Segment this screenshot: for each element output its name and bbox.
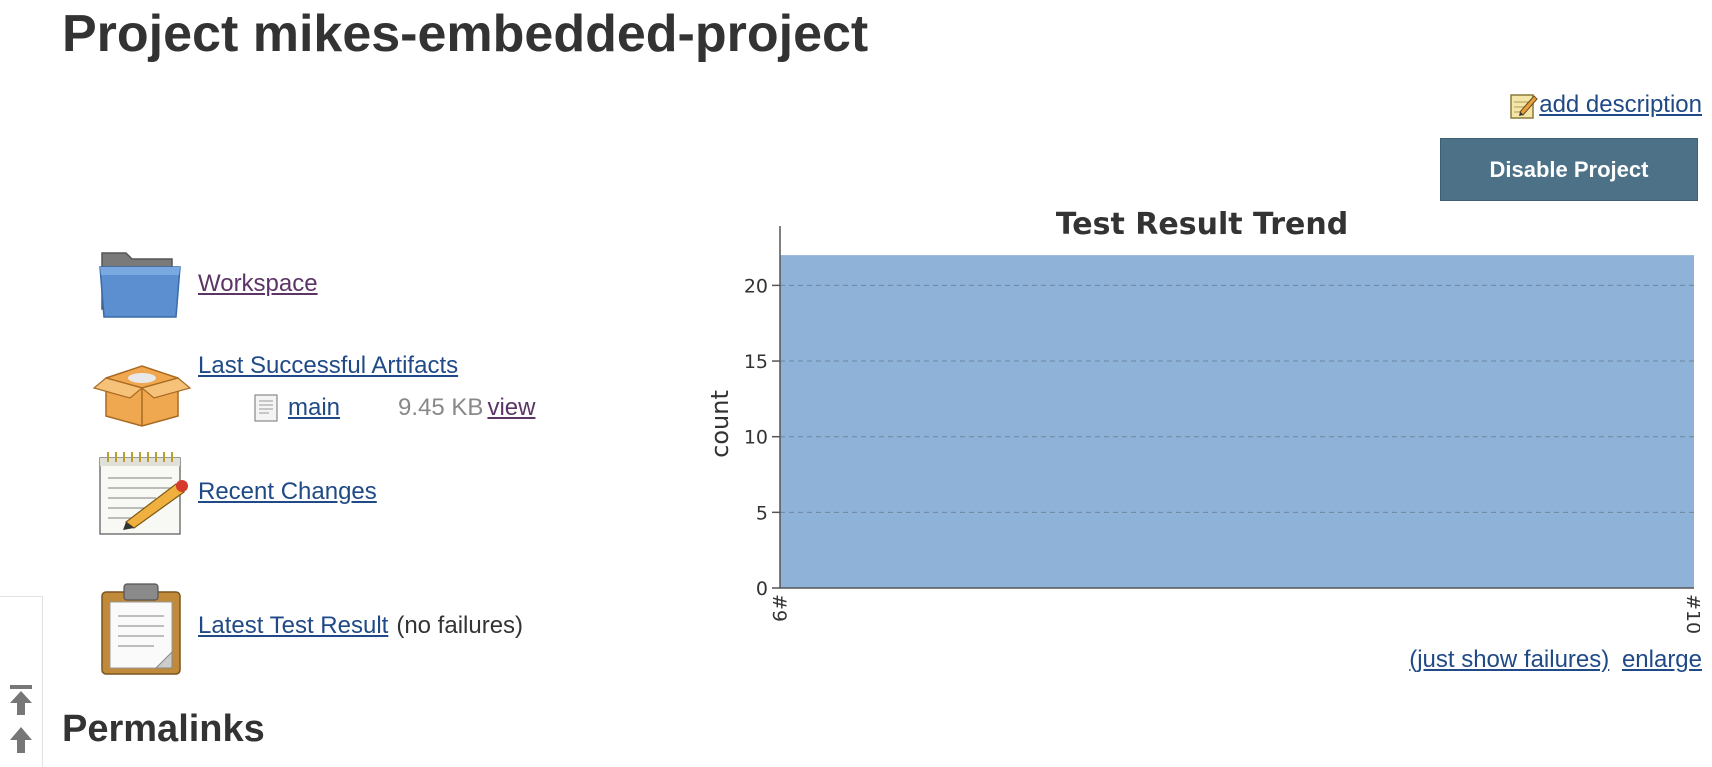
chart-title: Test Result Trend xyxy=(1056,207,1348,242)
y-tick-label: 0 xyxy=(756,578,768,600)
package-icon xyxy=(92,365,192,427)
x-tick-label: #10 xyxy=(1682,594,1700,634)
clipboard-icon xyxy=(101,583,181,675)
scroll-tools xyxy=(0,596,43,767)
test-result-status: (no failures) xyxy=(396,612,524,639)
chart-links: (just show failures) enlarge xyxy=(1409,646,1702,674)
folder-icon xyxy=(99,252,181,318)
task-latest-test-result-link[interactable]: Latest Test Result xyxy=(198,612,389,639)
page-title: Project mikes-embedded-project xyxy=(62,5,869,63)
y-tick-label: 10 xyxy=(744,427,768,449)
task-workspace-link[interactable]: Workspace xyxy=(198,270,318,297)
just-show-failures-link[interactable]: (just show failures) xyxy=(1409,646,1610,673)
x-tick-label: #9 xyxy=(768,594,790,622)
scroll-up-icon[interactable] xyxy=(8,725,34,755)
test-result-trend-chart: Test Result Trend count 0 5 10 15 20 #9 #10 xyxy=(700,200,1700,660)
y-tick-label: 15 xyxy=(744,351,768,373)
artifact-size: 9.45 KB xyxy=(398,394,484,421)
enlarge-link[interactable]: enlarge xyxy=(1621,646,1702,673)
chart-svg: Test Result Trend count 0 5 10 15 20 #9 #10 xyxy=(706,207,1700,634)
edit-note-icon xyxy=(1510,94,1538,119)
file-icon xyxy=(254,394,278,422)
area-series-0 xyxy=(780,255,1694,588)
artifact-view-link[interactable]: view xyxy=(487,394,536,421)
permalinks-heading: Permalinks xyxy=(62,708,265,750)
y-tick-label: 5 xyxy=(756,502,768,524)
task-recent-changes-link[interactable]: Recent Changes xyxy=(198,478,377,505)
disable-project-button[interactable]: Disable Project xyxy=(1440,138,1698,201)
y-tick-label: 20 xyxy=(744,275,768,297)
add-description-link-wrap[interactable]: add description xyxy=(1508,90,1702,120)
task-last-successful-artifacts-link[interactable]: Last Successful Artifacts xyxy=(198,352,459,379)
scroll-to-top-icon[interactable] xyxy=(8,683,34,717)
chart-y-axis-label: count xyxy=(706,390,734,458)
artifact-row: main 9.45 KB view xyxy=(252,392,535,424)
artifact-main-link[interactable]: main xyxy=(288,394,341,421)
add-description-link[interactable]: add description xyxy=(1539,91,1702,118)
notepad-icon xyxy=(99,452,188,535)
